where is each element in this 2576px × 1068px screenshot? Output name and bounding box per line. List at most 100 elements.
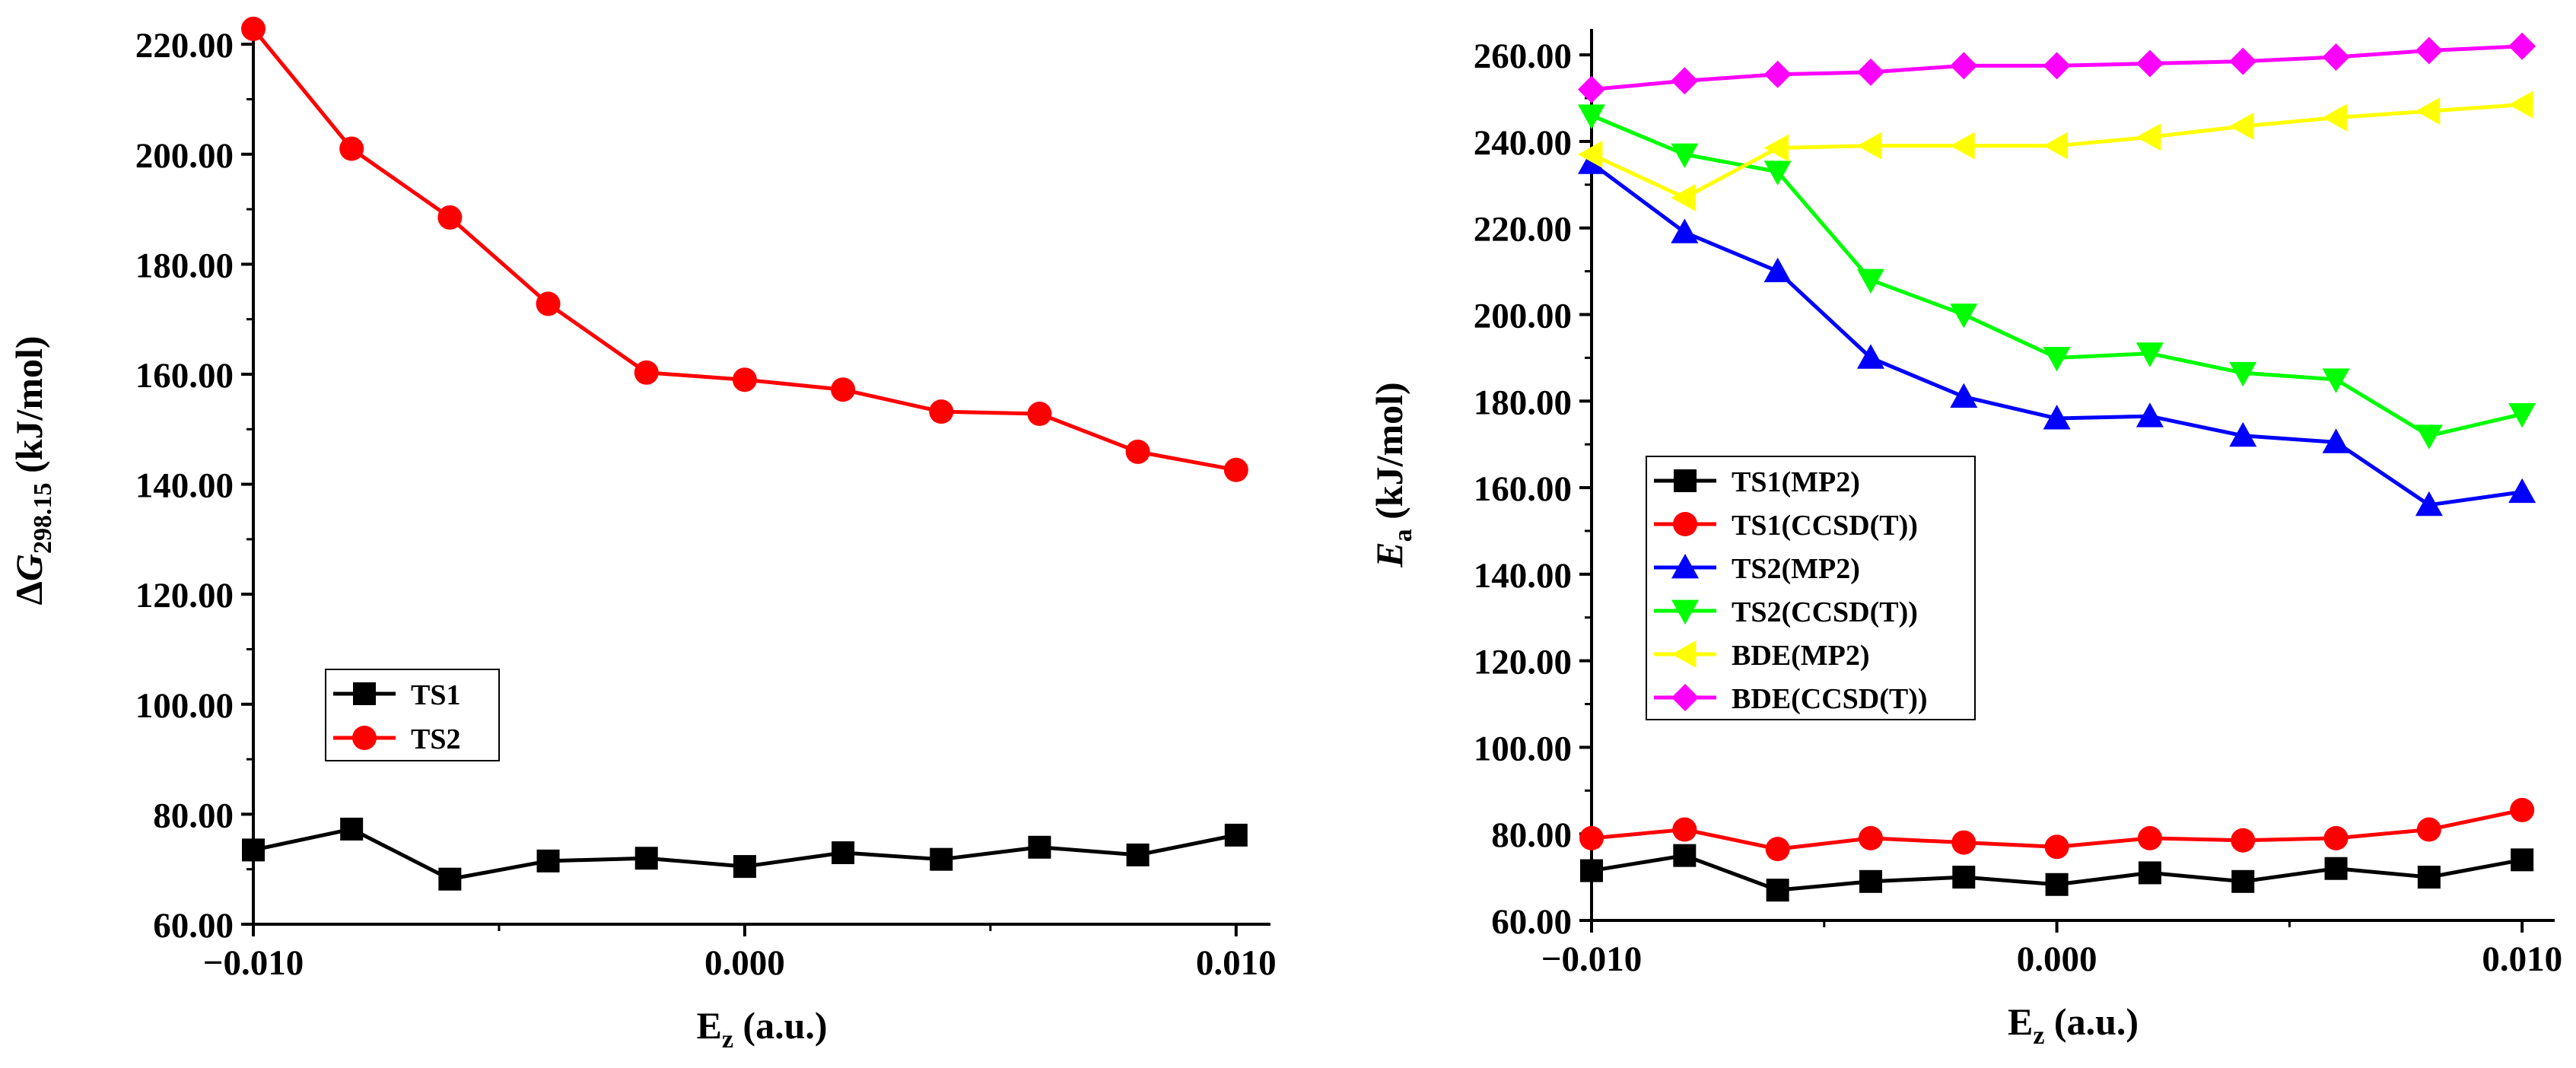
data-point <box>2136 49 2164 78</box>
y-tick-label: 120.00 <box>1474 643 1572 682</box>
data-point <box>1952 866 1976 889</box>
data-point <box>929 399 954 424</box>
data-point <box>241 16 266 41</box>
data-point <box>1224 823 1248 847</box>
y-tick-label: 140.00 <box>1474 556 1572 596</box>
legend-item-ts2-ccsd-t: TS2(CCSD(T)) <box>1654 596 1918 628</box>
legend-label: TS2(CCSD(T)) <box>1732 596 1918 628</box>
legend-marker <box>1674 469 1697 492</box>
legend-item-ts2-mp2: TS2(MP2) <box>1654 553 1860 585</box>
data-point <box>2323 825 2349 850</box>
data-point <box>2043 346 2071 372</box>
x-tick-label: 0.000 <box>2017 939 2097 979</box>
series-bde-ccsd-t <box>1578 32 2536 103</box>
y-tick-label: 220.00 <box>1474 210 1572 250</box>
y-tick-label: 60.00 <box>153 906 234 946</box>
legend-item-bde-ccsd-t: BDE(CCSD(T)) <box>1654 683 1928 715</box>
data-point <box>1578 104 1605 129</box>
legend-label: TS2(MP2) <box>1732 553 1860 585</box>
legend-item-ts1-ccsd-t: TS1(CCSD(T)) <box>1654 510 1918 542</box>
data-point <box>536 849 560 873</box>
data-point <box>1223 457 1248 482</box>
data-point <box>2136 123 2161 151</box>
y-tick-label: 180.00 <box>135 246 234 285</box>
x-axis-label: Ez (a.u.) <box>696 1004 827 1054</box>
data-point <box>2508 91 2533 119</box>
legend-label: BDE(MP2) <box>1732 640 1870 672</box>
data-point <box>2045 873 2069 896</box>
y-tick-label: 100.00 <box>135 686 234 726</box>
x-tick-label: 0.010 <box>1196 943 1277 983</box>
data-point <box>242 838 265 862</box>
legend-marker <box>353 682 376 705</box>
data-point <box>1763 161 1792 186</box>
data-point <box>1671 143 1699 168</box>
data-point <box>2415 491 2443 517</box>
data-point <box>1856 344 1884 369</box>
data-point <box>732 367 757 393</box>
data-point <box>1671 218 1699 243</box>
data-point <box>340 817 364 841</box>
data-point <box>2229 47 2257 75</box>
data-point <box>2229 113 2254 141</box>
x-axis-label: Ez (a.u.) <box>2008 1000 2139 1050</box>
legend-item-ts1-mp2: TS1(MP2) <box>1654 466 1860 498</box>
y-axis-label: ΔG298.15 (kJ/mol) <box>8 335 57 605</box>
data-point <box>930 847 953 871</box>
legend-marker <box>1673 512 1697 536</box>
data-point <box>2510 797 2535 822</box>
data-point <box>1578 75 1605 103</box>
series-line <box>252 27 1237 472</box>
data-point <box>2322 43 2350 71</box>
data-point <box>1126 843 1150 866</box>
legend-label: BDE(CCSD(T)) <box>1732 683 1928 715</box>
data-point <box>1950 52 1978 80</box>
data-point <box>1766 879 1789 902</box>
data-point <box>1671 67 1699 95</box>
series-ts2-mp2 <box>1578 149 2536 517</box>
data-point <box>2043 132 2068 160</box>
chart-activation-energy: 60.00 80.00 100.00 120.00 140.00 160.00 180.00… <box>1368 29 2562 1050</box>
y-tick-label: 240.00 <box>1474 123 1572 163</box>
data-point <box>2508 478 2536 504</box>
series-ts2-ccsd-t <box>1578 104 2536 450</box>
y-tick-label: 60.00 <box>1491 902 1572 942</box>
y-tick-label: 160.00 <box>135 356 234 396</box>
data-point <box>437 205 463 230</box>
legend-box <box>1646 456 1976 720</box>
legend-item-ts2: TS2 <box>333 723 460 755</box>
y-tick-label: 140.00 <box>135 466 234 506</box>
x-tick-label: 0.000 <box>704 943 785 983</box>
series-ts1-mp2 <box>1580 844 2534 902</box>
data-point <box>1856 269 1884 294</box>
data-point <box>2508 32 2536 60</box>
y-tick-label: 80.00 <box>1491 815 1572 855</box>
data-point <box>339 136 364 161</box>
data-point <box>2324 857 2348 880</box>
data-point <box>2231 828 2256 853</box>
data-point <box>2322 103 2347 132</box>
data-point <box>2417 866 2441 889</box>
data-point <box>1859 869 1882 893</box>
y-tick-label: 160.00 <box>1474 469 1572 509</box>
series-ts2 <box>241 16 1248 482</box>
data-point <box>831 377 856 402</box>
data-point <box>2138 861 2161 885</box>
legend-marker <box>1671 684 1699 711</box>
y-tick-label: 220.00 <box>135 26 234 65</box>
data-point <box>1950 304 1978 329</box>
series-line <box>1591 113 2523 438</box>
data-point <box>2415 37 2443 65</box>
y-tick-label: 180.00 <box>1474 383 1572 422</box>
data-point <box>1858 825 1883 850</box>
legend-label: TS1(MP2) <box>1732 466 1860 498</box>
series-line <box>1590 161 2523 507</box>
data-point <box>2508 402 2536 428</box>
y-tick-label: 100.00 <box>1474 729 1572 768</box>
x-tick-label: 0.010 <box>2482 939 2562 979</box>
legend-label: TS1 <box>411 679 460 711</box>
data-point <box>2322 428 2350 453</box>
series-bde-mp2 <box>1578 91 2533 211</box>
data-point <box>2044 834 2069 860</box>
